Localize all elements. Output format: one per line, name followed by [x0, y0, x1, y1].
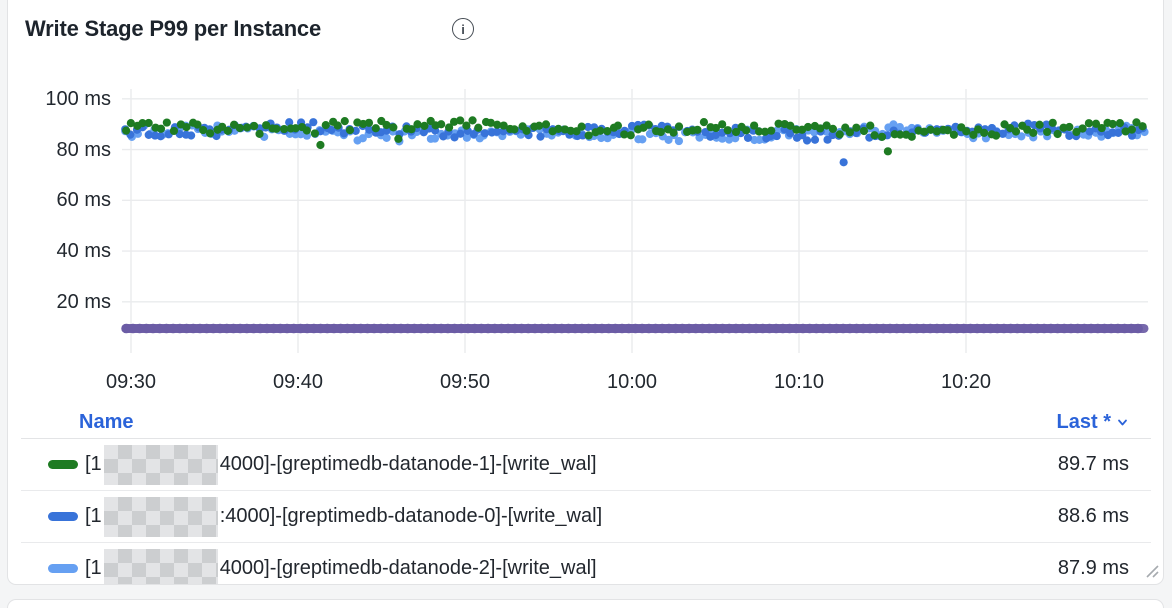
info-icon[interactable]: i	[452, 18, 474, 40]
series-color-indicator	[48, 460, 78, 469]
series-name-prefix: [1	[85, 505, 102, 527]
series-name-suffix: :4000]-[greptimedb-datanode-0]-[write_wa…	[219, 505, 603, 527]
series-name: [1 :4000]-[greptimedb-datanode-0]-[write_…	[85, 496, 603, 537]
x-tick-label: 10:00	[606, 371, 658, 393]
chart-panel: Write Stage P99 per Instance i 100 ms 80 …	[7, 0, 1164, 585]
legend-sort-name[interactable]: Name	[79, 411, 134, 433]
y-tick-label: 100 ms	[45, 87, 111, 110]
series-last-value: 89.7 ms	[1057, 453, 1129, 475]
x-tick-label: 09:40	[272, 371, 324, 393]
series-name-prefix: [1	[85, 557, 102, 579]
redacted-ip-pixelation	[103, 496, 218, 537]
x-tick-label: 10:10	[773, 371, 825, 393]
y-tick-label: 40 ms	[56, 240, 111, 263]
x-tick-label: 09:30	[105, 371, 157, 393]
series-last-value: 88.6 ms	[1057, 505, 1129, 527]
redacted-ip-pixelation	[103, 444, 218, 485]
redacted-ip-pixelation	[103, 548, 218, 584]
series-name-suffix: 4000]-[greptimedb-datanode-2]-[write_wal…	[219, 557, 597, 579]
legend-sort-last[interactable]: Last *	[1057, 411, 1151, 434]
legend-row-0[interactable]: [1 4000]-[greptimedb-datanode-1]-[write_w…	[21, 439, 1151, 491]
x-tick-label: 09:50	[439, 371, 491, 393]
panel-resize-handle[interactable]	[1143, 562, 1159, 578]
legend-table: Name Last * [1 4000]-[greptimedb-datanode…	[21, 407, 1151, 584]
legend-header: Name Last *	[21, 407, 1151, 439]
legend-sort-last-label: Last *	[1056, 411, 1111, 433]
y-tick-label: 20 ms	[56, 290, 111, 313]
x-tick-label: 10:20	[940, 371, 992, 393]
panel-title: Write Stage P99 per Instance	[25, 16, 321, 41]
series-name: [1 4000]-[greptimedb-datanode-1]-[write_w…	[85, 444, 597, 485]
next-panel-edge	[7, 599, 1164, 608]
legend-row-1[interactable]: [1 :4000]-[greptimedb-datanode-0]-[write_…	[21, 491, 1151, 543]
series-name: [1 4000]-[greptimedb-datanode-2]-[write_w…	[85, 548, 597, 584]
y-tick-label: 80 ms	[56, 138, 111, 161]
series-color-indicator	[48, 512, 78, 521]
series-last-value: 87.9 ms	[1057, 557, 1129, 579]
legend-row-2[interactable]: [1 4000]-[greptimedb-datanode-2]-[write_w…	[21, 543, 1151, 584]
timeseries-chart[interactable]	[8, 0, 1164, 429]
series-color-indicator	[48, 564, 78, 573]
series-name-prefix: [1	[85, 453, 102, 475]
legend-rows: [1 4000]-[greptimedb-datanode-1]-[write_w…	[21, 439, 1151, 584]
y-tick-label: 60 ms	[56, 189, 111, 212]
chevron-down-icon	[1118, 419, 1127, 426]
series-points-0	[122, 116, 1147, 156]
series-name-suffix: 4000]-[greptimedb-datanode-1]-[write_wal…	[219, 453, 597, 475]
